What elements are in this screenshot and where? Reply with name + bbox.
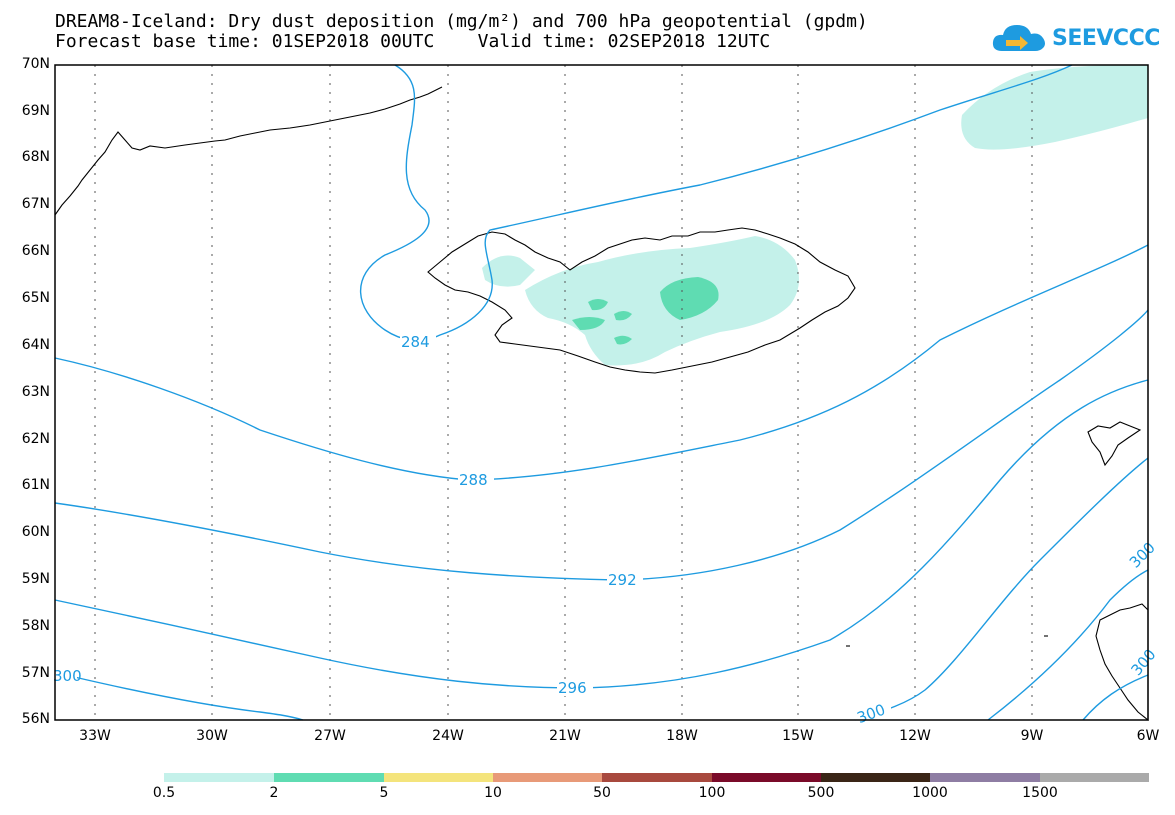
dust-area-medium (614, 311, 632, 321)
legend-label: 10 (484, 785, 502, 801)
contour-label: 300 (53, 667, 82, 685)
contour-300-a (987, 569, 1149, 721)
greenland-coast (54, 86, 443, 216)
logo-text: SEEVCCC (1052, 25, 1160, 51)
legend-label: 1500 (1022, 785, 1058, 801)
lat-label: 67N (21, 196, 50, 212)
scotland-coast (1095, 603, 1149, 722)
dust-deposition-shading (482, 64, 1148, 366)
faroe-coast (1087, 421, 1142, 467)
iceland-coast (427, 227, 856, 374)
lat-label: 64N (21, 337, 50, 353)
map-title: DREAM8-Iceland: Dry dust deposition (mg/… (55, 11, 868, 32)
contour-label: 296 (558, 679, 587, 697)
lon-label: 24W (432, 728, 464, 744)
contour-288 (54, 244, 1149, 481)
dust-area-medium (660, 277, 719, 320)
legend-label: 500 (807, 785, 835, 801)
map-frame (54, 64, 1149, 721)
legend-swatch (821, 773, 930, 782)
contour-label: 300 (1127, 646, 1159, 680)
lat-label: 60N (21, 524, 50, 540)
legend-label: 100 (698, 785, 726, 801)
lat-label: 63N (21, 384, 50, 400)
legend-swatch (712, 773, 821, 782)
cloud-arrow-icon (992, 25, 1045, 51)
dust-area-light (961, 64, 1148, 150)
lat-label: 58N (21, 618, 50, 634)
lat-label: 68N (21, 149, 50, 165)
legend-label: 2 (269, 785, 279, 801)
contour-300-east (854, 457, 1149, 721)
lon-label: 21W (549, 728, 581, 744)
lat-label: 62N (21, 431, 50, 447)
seevccc-logo: SEEVCCC (990, 20, 1160, 56)
lon-label: 27W (314, 728, 346, 744)
lon-label: 15W (782, 728, 814, 744)
contour-labels: 284 288 292 296 300 300 300 300 (53, 333, 1160, 727)
lat-label: 61N (21, 477, 50, 493)
lon-label: 30W (196, 728, 228, 744)
legend-label: 1000 (912, 785, 948, 801)
lat-label: 70N (21, 56, 50, 72)
lon-label: 9W (1020, 728, 1044, 744)
legend-swatch (274, 773, 384, 782)
lat-label: 65N (21, 290, 50, 306)
geopotential-contours (54, 64, 1149, 721)
contour-300-west (69, 675, 304, 721)
legend-label: 50 (593, 785, 611, 801)
dust-area-medium (572, 317, 605, 330)
legend-swatch (493, 773, 602, 782)
contour-284 (359, 64, 1073, 342)
legend-label: 0.5 (152, 785, 176, 801)
lat-label: 69N (21, 103, 50, 119)
legend-swatch (602, 773, 712, 782)
dust-area-medium (588, 299, 608, 311)
legend-swatch (164, 773, 274, 782)
dust-area-light (482, 255, 535, 287)
lon-label: 18W (666, 728, 698, 744)
legend-swatch (1040, 773, 1149, 782)
contour-label: 292 (608, 571, 637, 589)
contour-label: 288 (459, 471, 488, 489)
legend-swatch (930, 773, 1040, 782)
legend-swatch (384, 773, 493, 782)
map-time-info: Forecast base time: 01SEP2018 00UTC Vali… (55, 31, 771, 52)
legend-label: 5 (379, 785, 389, 801)
lon-label: 6W (1136, 728, 1160, 744)
coastlines (54, 86, 1149, 722)
contour-296 (54, 379, 1149, 689)
lon-label: 12W (899, 728, 931, 744)
contour-300-b (1082, 674, 1149, 721)
contour-292 (54, 309, 1149, 581)
contour-label: 300 (1126, 539, 1159, 572)
dust-area-medium (614, 335, 632, 345)
lat-label: 57N (21, 665, 50, 681)
graticule (94, 65, 1033, 720)
lat-label: 59N (21, 571, 50, 587)
lat-label: 66N (21, 243, 50, 259)
lat-label: 56N (21, 711, 50, 727)
lon-label: 33W (79, 728, 111, 744)
contour-label: 284 (401, 333, 430, 351)
